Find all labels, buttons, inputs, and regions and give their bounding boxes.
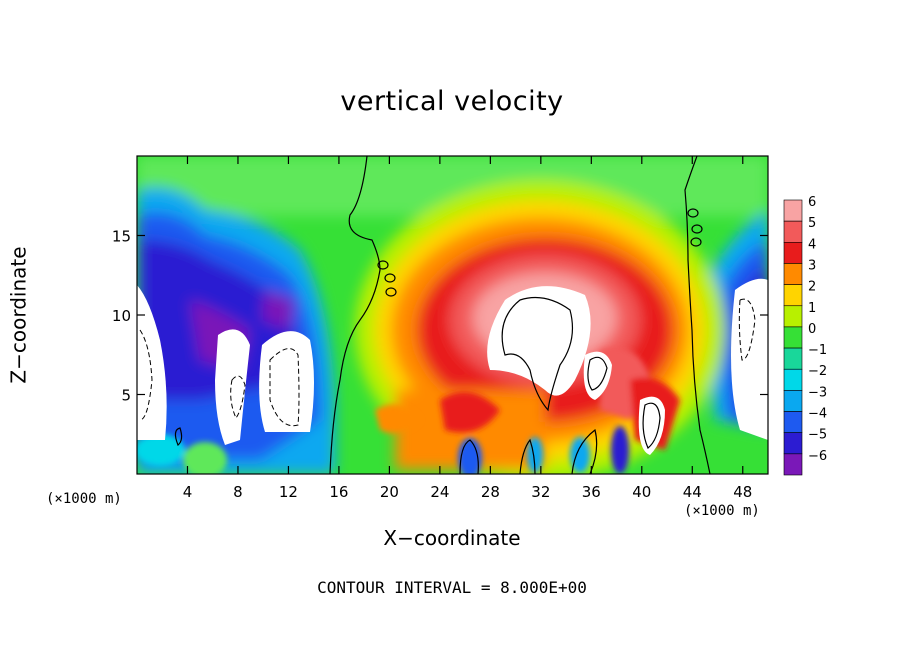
y-tick-label: 5	[121, 387, 131, 405]
colorbar-label: 1	[808, 301, 816, 316]
x-tick-label: 32	[531, 483, 550, 501]
x-tick-label: 12	[279, 483, 298, 501]
x-tick-label: 44	[683, 483, 702, 501]
colorbar-swatch	[783, 199, 803, 222]
velocity-field	[137, 156, 768, 474]
x-tick-label: 16	[329, 483, 348, 501]
colorbar-swatch	[783, 347, 803, 370]
x-tick-label: 8	[233, 483, 243, 501]
x-axis: 4 8 12 16 20 24 28 32 36 40 44 48	[183, 156, 752, 501]
colorbar-swatch	[783, 390, 803, 412]
colorbar-label: −5	[808, 428, 827, 443]
colorbar-label: 3	[808, 258, 816, 273]
colorbar-label: 6	[808, 195, 816, 210]
colorbar-swatch	[783, 432, 803, 455]
x-tick-label: 28	[481, 483, 500, 501]
x-tick-label: 36	[582, 483, 601, 501]
colorbar-label: −6	[808, 449, 827, 464]
colorbar-label: −4	[808, 407, 827, 422]
y-tick-label: 10	[112, 307, 131, 325]
x-tick-label: 20	[380, 483, 399, 501]
colorbar-swatch	[783, 220, 803, 243]
colorbar-swatch	[783, 411, 803, 433]
y-axis-label: Z−coordinate	[6, 246, 31, 384]
x-unit-label-left: (×1000 m)	[46, 491, 122, 507]
colorbar-swatch	[783, 305, 803, 328]
colorbar-swatch	[783, 453, 803, 476]
colorbar-swatch	[783, 326, 803, 349]
colorbar-label: −1	[808, 343, 827, 358]
x-tick-label: 48	[733, 483, 752, 501]
colorbar-label: 2	[808, 280, 816, 295]
x-axis-label: X−coordinate	[383, 526, 521, 550]
colorbar-label: 0	[808, 322, 816, 337]
chart-title: vertical velocity	[340, 86, 564, 117]
colorbar-label: −2	[808, 364, 827, 379]
colorbar-label: 5	[808, 216, 816, 231]
colorbar-label: 4	[808, 237, 816, 252]
colorbar-swatch	[783, 284, 803, 307]
colorbar-label: −3	[808, 385, 827, 400]
contour-lines	[174, 156, 711, 474]
x-tick-label: 24	[430, 483, 449, 501]
x-tick-label: 4	[183, 483, 193, 501]
colorbar: 6 5 4 3 2 1 0 −1 −2 −3 −4 −5 −6	[783, 195, 827, 476]
colorbar-swatch	[783, 263, 803, 285]
y-tick-label: 15	[112, 228, 131, 246]
y-axis: 5 10 15	[112, 228, 768, 405]
x-unit-label-right: (×1000 m)	[684, 503, 760, 519]
x-tick-label: 40	[632, 483, 651, 501]
contour-interval-note: CONTOUR INTERVAL = 8.000E+00	[317, 578, 587, 597]
negative-contours	[139, 298, 756, 427]
colorbar-swatch	[783, 242, 803, 264]
colorbar-swatch	[783, 368, 803, 391]
